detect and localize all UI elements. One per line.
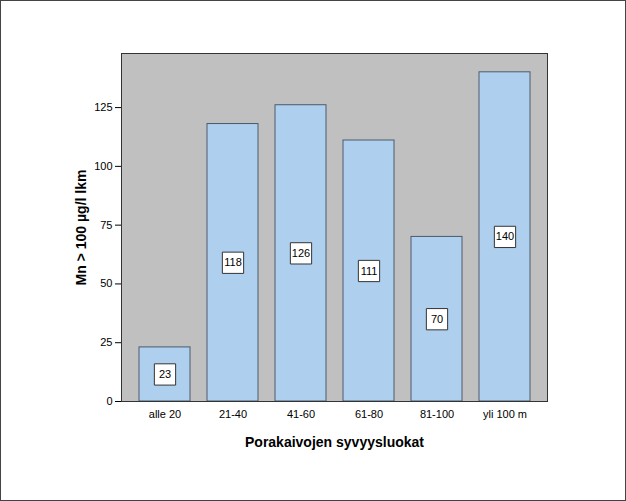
svg-text:61-80: 61-80	[355, 408, 383, 420]
svg-text:50: 50	[100, 277, 112, 289]
svg-text:140: 140	[496, 230, 514, 242]
svg-text:Mn > 100 µg/l lkm: Mn > 100 µg/l lkm	[73, 170, 89, 286]
svg-text:125: 125	[94, 101, 112, 113]
svg-text:yli 100 m: yli 100 m	[483, 408, 527, 420]
svg-text:126: 126	[292, 247, 310, 259]
svg-text:75: 75	[100, 219, 112, 231]
svg-text:81-100: 81-100	[420, 408, 454, 420]
svg-text:100: 100	[94, 160, 112, 172]
svg-text:111: 111	[361, 265, 378, 277]
svg-text:0: 0	[106, 395, 112, 407]
svg-text:21-40: 21-40	[219, 408, 247, 420]
svg-text:25: 25	[100, 336, 112, 348]
svg-text:Porakaivojen syvyysluokat: Porakaivojen syvyysluokat	[245, 434, 424, 450]
svg-text:70: 70	[431, 313, 443, 325]
svg-text:23: 23	[159, 368, 171, 380]
svg-text:118: 118	[224, 256, 242, 268]
svg-text:41-60: 41-60	[287, 408, 315, 420]
svg-text:alle 20: alle 20	[149, 408, 181, 420]
